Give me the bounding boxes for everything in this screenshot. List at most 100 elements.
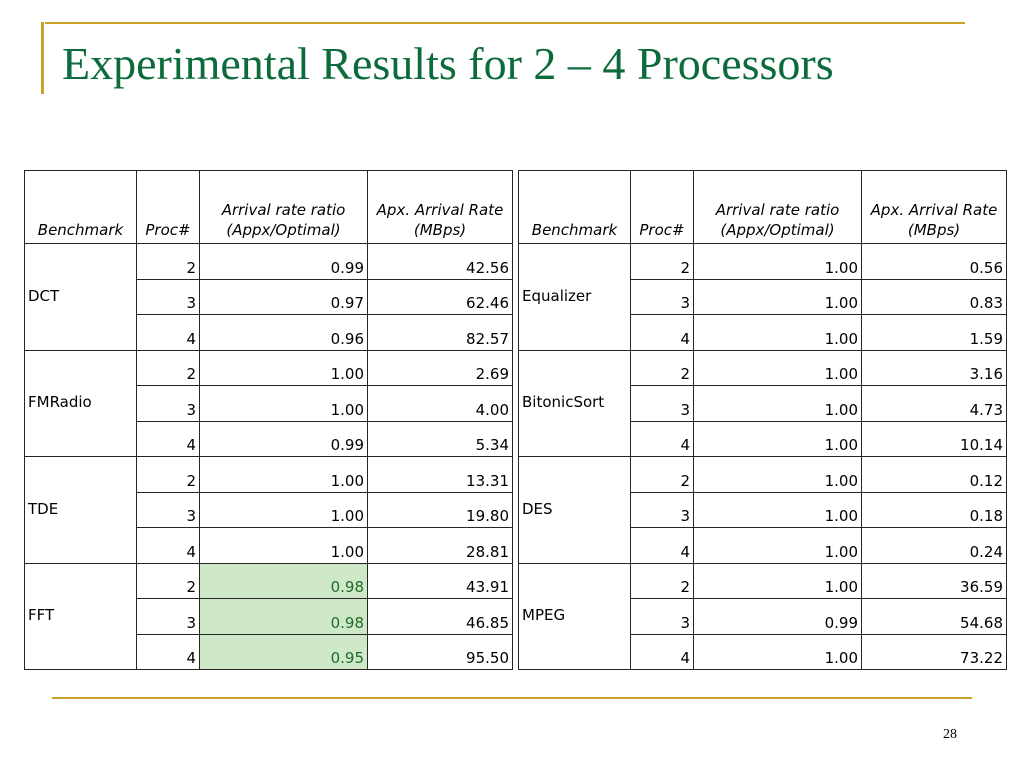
table-row: 3 1.00 0.83	[519, 278, 1007, 315]
table-row: 4 1.00 10.14	[519, 420, 1007, 457]
ratio-cell: 0.99	[199, 420, 368, 457]
table-row: 4 1.00 73.22	[519, 633, 1007, 670]
ratio-cell: 0.99	[199, 243, 368, 280]
page-number: 28	[943, 727, 957, 742]
header-arrival-ratio: Arrival rate ratio (Appx/Optimal)	[693, 170, 862, 244]
header-benchmark: Benchmark	[24, 170, 137, 244]
ratio-cell: 1.00	[693, 385, 862, 422]
header-benchmark: Benchmark	[518, 170, 631, 244]
rate-cell: 54.68	[861, 598, 1007, 635]
rate-cell: 0.12	[861, 456, 1007, 493]
ratio-cell: 0.98	[199, 598, 368, 635]
bottom-accent-rule	[52, 697, 972, 699]
benchmark-cell: TDE	[24, 456, 137, 564]
rate-cell: 4.00	[367, 385, 513, 422]
proc-cell: 4	[136, 420, 200, 457]
rate-cell: 46.85	[367, 598, 513, 635]
benchmark-cell: DCT	[24, 243, 137, 351]
ratio-cell: 0.97	[199, 278, 368, 315]
ratio-cell: 1.00	[693, 456, 862, 493]
ratio-cell: 0.95	[199, 633, 368, 670]
ratio-cell: 1.00	[199, 491, 368, 528]
rate-cell: 62.46	[367, 278, 513, 315]
rate-cell: 28.81	[367, 527, 513, 564]
ratio-cell: 1.00	[199, 456, 368, 493]
proc-cell: 3	[136, 278, 200, 315]
table-row: FMRadio 2 1.00 2.69	[24, 349, 513, 457]
ratio-cell: 1.00	[693, 314, 862, 351]
rate-cell: 0.18	[861, 491, 1007, 528]
benchmark-cell: FMRadio	[24, 349, 137, 457]
proc-cell: 2	[136, 349, 200, 386]
rate-cell: 1.59	[861, 314, 1007, 351]
ratio-cell: 1.00	[693, 527, 862, 564]
ratio-cell: 1.00	[199, 527, 368, 564]
rate-cell: 13.31	[367, 456, 513, 493]
ratio-cell: 1.00	[693, 278, 862, 315]
table-row: 3 0.97 62.46	[25, 278, 513, 315]
rate-cell: 82.57	[367, 314, 513, 351]
ratio-cell: 1.00	[693, 420, 862, 457]
proc-cell: 4	[630, 527, 694, 564]
proc-cell: 3	[630, 385, 694, 422]
proc-cell: 4	[630, 633, 694, 670]
results-table-left: Benchmark Proc# Arrival rate ratio (Appx/O…	[24, 170, 513, 670]
proc-cell: 3	[630, 491, 694, 528]
benchmark-cell: MPEG	[518, 562, 631, 670]
ratio-cell: 1.00	[693, 491, 862, 528]
proc-cell: 3	[136, 385, 200, 422]
rate-cell: 2.69	[367, 349, 513, 386]
top-accent-rule	[45, 22, 965, 24]
ratio-cell: 1.00	[693, 349, 862, 386]
proc-cell: 2	[630, 562, 694, 599]
header-arrival-ratio: Arrival rate ratio (Appx/Optimal)	[199, 170, 368, 244]
ratio-cell: 1.00	[199, 385, 368, 422]
table-row: MPEG 2 1.00 36.59	[518, 562, 1007, 670]
rate-cell: 0.24	[861, 527, 1007, 564]
rate-cell: 95.50	[367, 633, 513, 670]
table-row: 4 0.96 82.57	[25, 314, 513, 351]
rate-cell: 19.80	[367, 491, 513, 528]
benchmark-cell: Equalizer	[518, 243, 631, 351]
table-row: FFT 2 0.98 43.91	[24, 562, 513, 670]
header-arrival-rate: Apx. Arrival Rate (MBps)	[861, 170, 1007, 244]
ratio-cell: 1.00	[199, 349, 368, 386]
proc-cell: 2	[136, 456, 200, 493]
slide-title: Experimental Results for 2 – 4 Processor…	[62, 38, 834, 89]
proc-cell: 2	[630, 349, 694, 386]
table-row: 3 1.00 4.73	[519, 385, 1007, 422]
results-table-right: Benchmark Proc# Arrival rate ratio (Appx/O…	[518, 170, 1007, 670]
proc-cell: 4	[136, 314, 200, 351]
rate-cell: 73.22	[861, 633, 1007, 670]
proc-cell: 2	[136, 562, 200, 599]
rate-cell: 10.14	[861, 420, 1007, 457]
rate-cell: 36.59	[861, 562, 1007, 599]
table-row: 3 1.00 0.18	[519, 491, 1007, 528]
ratio-cell: 1.00	[693, 633, 862, 670]
benchmark-cell: BitonicSort	[518, 349, 631, 457]
header-proc: Proc#	[136, 170, 200, 244]
ratio-cell: 1.00	[693, 243, 862, 280]
benchmark-cell: FFT	[24, 562, 137, 670]
left-accent-rule	[41, 22, 44, 94]
header-proc: Proc#	[630, 170, 694, 244]
table-row: 3 0.98 46.85	[25, 598, 513, 635]
table-row: DCT 2 0.99 42.56	[24, 243, 513, 351]
table-row: BitonicSort 2 1.00 3.16	[518, 349, 1007, 457]
rate-cell: 3.16	[861, 349, 1007, 386]
table-row: 4 0.99 5.34	[25, 420, 513, 457]
proc-cell: 3	[136, 598, 200, 635]
table-row: TDE 2 1.00 13.31	[24, 456, 513, 564]
proc-cell: 3	[630, 278, 694, 315]
ratio-cell: 0.96	[199, 314, 368, 351]
header-arrival-rate: Apx. Arrival Rate (MBps)	[367, 170, 513, 244]
ratio-cell: 0.99	[693, 598, 862, 635]
benchmark-cell: DES	[518, 456, 631, 564]
rate-cell: 4.73	[861, 385, 1007, 422]
proc-cell: 4	[630, 314, 694, 351]
header-row: Benchmark Proc# Arrival rate ratio (Appx/O…	[24, 170, 513, 244]
table-row: 3 1.00 19.80	[25, 491, 513, 528]
ratio-cell: 1.00	[693, 562, 862, 599]
proc-cell: 4	[630, 420, 694, 457]
header-row: Benchmark Proc# Arrival rate ratio (Appx/O…	[518, 170, 1007, 244]
